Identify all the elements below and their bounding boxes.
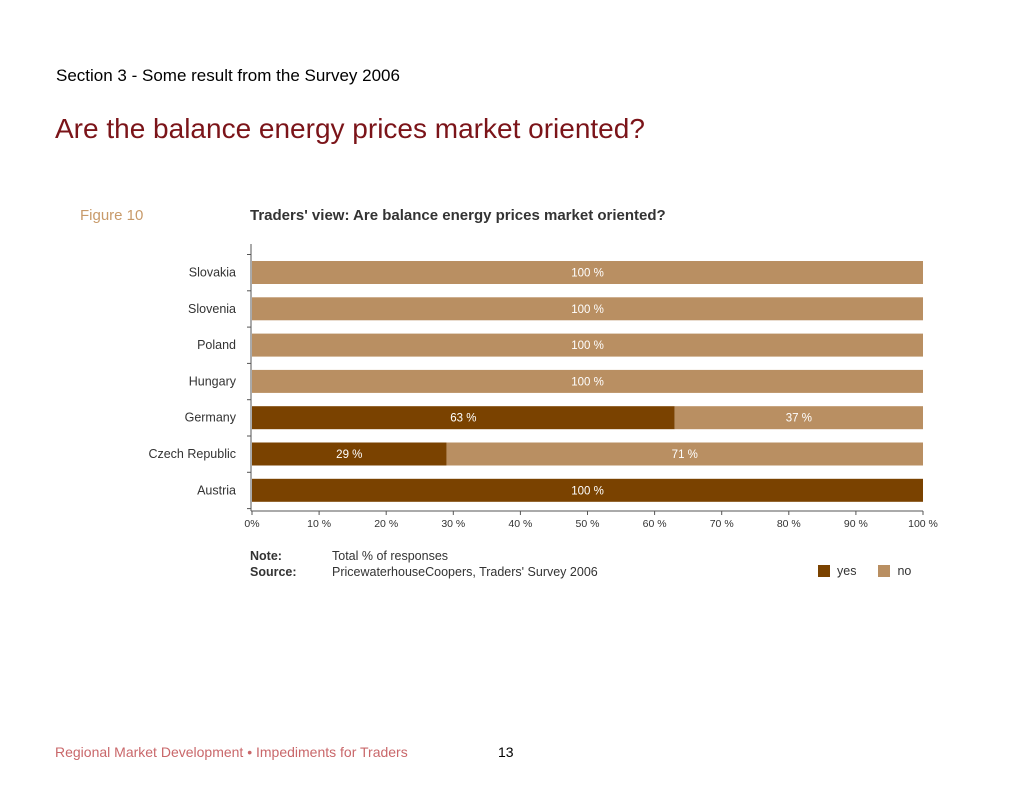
category-label: Germany bbox=[185, 411, 237, 425]
bar-value-label: 100 % bbox=[571, 376, 604, 388]
legend-label-no: no bbox=[897, 564, 912, 578]
bar-no bbox=[252, 261, 923, 284]
bar-value-label: 100 % bbox=[571, 268, 604, 280]
bar-value-label: 29 % bbox=[336, 449, 362, 461]
bar-yes bbox=[252, 406, 675, 430]
category-label: Austria bbox=[197, 483, 236, 497]
x-tick-label: 10 % bbox=[307, 518, 331, 530]
note-row: Note: Total % of responses bbox=[250, 548, 598, 564]
bar-chart: 0% 10 % 20 % 30 % 40 % 50 % 60 % 70 % 80 % 90 % 10… bbox=[148, 244, 938, 531]
x-tick-label: 60 % bbox=[643, 518, 667, 530]
category-label: Czech Republic bbox=[148, 447, 236, 461]
page-number: 13 bbox=[498, 744, 514, 760]
axis-layer bbox=[247, 244, 924, 515]
bar-value-label: 100 % bbox=[571, 304, 604, 316]
bar-value-label: 100 % bbox=[571, 485, 604, 497]
legend-item-no: no bbox=[878, 564, 911, 578]
chart-title: Traders' view: Are balance energy prices… bbox=[250, 207, 666, 224]
x-tick-label: 90 % bbox=[844, 518, 868, 530]
bar-yes bbox=[252, 442, 447, 466]
bar-value-label: 63 % bbox=[450, 413, 476, 425]
chart-legend: yes no bbox=[818, 564, 911, 578]
x-tick-label: 100 % bbox=[908, 518, 938, 530]
x-tick-label: 40 % bbox=[508, 518, 532, 530]
bar-value-label: 100 % bbox=[571, 340, 604, 352]
x-tick-label: 30 % bbox=[441, 518, 465, 530]
legend-swatch-no bbox=[878, 565, 891, 577]
legend-label-yes: yes bbox=[837, 564, 857, 578]
slide-title: Are the balance energy prices market ori… bbox=[55, 113, 645, 144]
bar-layer bbox=[252, 261, 923, 502]
category-label: Hungary bbox=[189, 374, 237, 388]
bar-no bbox=[252, 297, 923, 321]
footer-text: Regional Market Development • Impediment… bbox=[55, 744, 408, 760]
bar-no bbox=[446, 442, 923, 466]
bar-no bbox=[674, 406, 923, 430]
x-tick-label: 0% bbox=[244, 518, 259, 530]
x-tick-label: 20 % bbox=[374, 518, 398, 530]
note-value: Total % of responses bbox=[332, 549, 449, 563]
source-row: Source: PricewaterhouseCoopers, Traders'… bbox=[250, 564, 598, 580]
bar-no bbox=[252, 333, 923, 357]
source-value: PricewaterhouseCoopers, Traders' Survey … bbox=[332, 565, 598, 579]
x-tick-label: 50 % bbox=[576, 518, 600, 530]
label-layer: 0% 10 % 20 % 30 % 40 % 50 % 60 % 70 % 80 % 90 % 10… bbox=[148, 266, 937, 531]
category-label: Poland bbox=[197, 338, 236, 352]
bar-no bbox=[252, 369, 923, 393]
x-tick-label: 70 % bbox=[710, 518, 734, 530]
legend-item-yes: yes bbox=[818, 564, 856, 578]
note-block: Note: Total % of responses Source: Price… bbox=[250, 548, 598, 580]
bar-value-label: 71 % bbox=[672, 449, 698, 461]
category-label: Slovenia bbox=[188, 302, 236, 316]
bar-yes bbox=[252, 478, 923, 502]
category-label: Slovakia bbox=[189, 266, 236, 280]
figure-label: Figure 10 bbox=[80, 207, 144, 224]
section-heading: Section 3 - Some result from the Survey … bbox=[56, 66, 400, 85]
bar-value-label: 37 % bbox=[786, 413, 812, 425]
source-key: Source: bbox=[250, 565, 297, 579]
x-tick-label: 80 % bbox=[777, 518, 801, 530]
note-key: Note: bbox=[250, 549, 282, 563]
legend-swatch-yes bbox=[818, 565, 830, 577]
